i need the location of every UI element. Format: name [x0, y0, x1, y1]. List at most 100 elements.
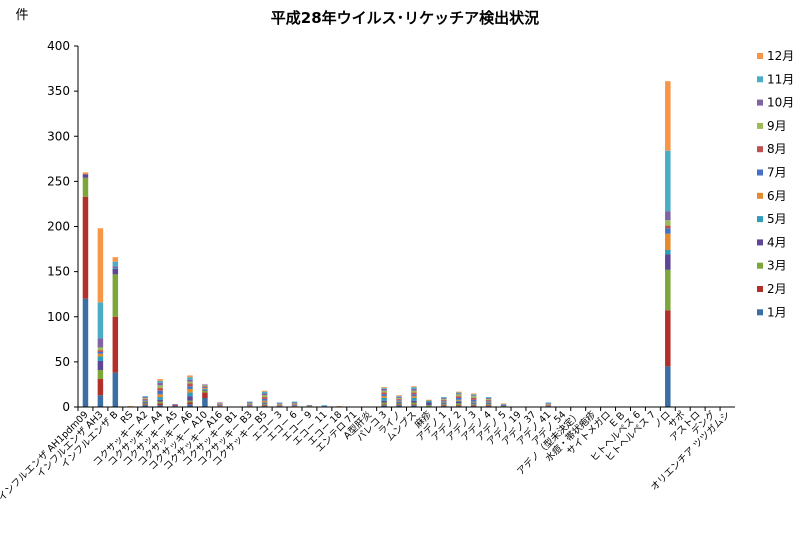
bar-segment	[396, 403, 402, 405]
bar-segment	[306, 405, 313, 407]
bar-segment	[187, 375, 193, 378]
bar-segment	[411, 388, 417, 391]
bar-segment	[665, 254, 671, 270]
bar-segment	[157, 388, 163, 391]
bar-segment	[97, 347, 104, 351]
bar-segment	[441, 402, 447, 404]
bar-segment	[112, 372, 119, 407]
bar-segment	[381, 392, 387, 395]
bar-segment	[411, 405, 417, 407]
y-tick-label: 50	[55, 355, 70, 369]
bar-segment	[246, 401, 253, 403]
bar-segment	[411, 387, 417, 389]
bar-segment	[396, 397, 402, 399]
bar-segment	[157, 382, 163, 386]
bar-segment	[202, 387, 208, 389]
bar-segment	[291, 404, 298, 406]
bar-segment	[485, 401, 492, 403]
bar-segment	[202, 388, 208, 389]
bar-segment	[396, 402, 402, 404]
bar-segment	[261, 402, 268, 404]
bar-segment	[187, 379, 193, 382]
bar-segment	[665, 366, 671, 407]
bar-segment	[485, 397, 492, 398]
bar-segment	[276, 403, 283, 405]
bar-segment	[441, 405, 447, 407]
bar-segment	[665, 228, 671, 234]
legend: 12月 11月 10月 9月 8月 7月 6月 5月 4月 3月 2月 1月	[757, 49, 794, 319]
bar-segment	[470, 399, 477, 402]
bar-segment	[500, 405, 507, 407]
y-tick-label: 100	[47, 310, 70, 324]
legend-swatch	[757, 192, 763, 199]
bar-segment	[157, 401, 163, 404]
bar-segment	[187, 404, 193, 407]
bar-segment	[187, 383, 193, 387]
bar-segment	[456, 405, 462, 407]
bar-segment	[441, 404, 447, 406]
bar-segment	[396, 396, 402, 398]
bar-segment	[456, 392, 462, 394]
bar-segment	[157, 405, 163, 407]
bar-segment	[411, 397, 417, 401]
bar-segment	[202, 397, 208, 407]
bar-segment	[665, 249, 671, 255]
bar-segment	[485, 405, 492, 407]
chart-title: 平成28年ウイルス･リケッチア検出状況	[271, 9, 539, 27]
bar-segment	[470, 393, 477, 395]
bar-segment	[172, 404, 178, 406]
bar-segment	[545, 405, 552, 407]
bar-segment	[112, 266, 119, 269]
bar-segment	[665, 225, 671, 229]
bar-segment	[202, 384, 208, 386]
bar-segment	[441, 403, 447, 405]
bar-segment	[261, 397, 268, 399]
legend-swatch	[757, 239, 763, 246]
bar-segment	[485, 403, 492, 405]
bar-segment	[456, 391, 462, 393]
bar-segment	[97, 356, 104, 361]
bar-segment	[97, 395, 104, 407]
bar-segment	[456, 396, 462, 398]
legend-swatch	[757, 262, 763, 269]
bar-segment	[217, 404, 223, 406]
bar-segment	[142, 405, 148, 407]
bar-segment	[545, 404, 552, 406]
bar-segment	[112, 268, 119, 269]
bar-segment	[411, 396, 417, 398]
bar-segment	[396, 400, 402, 402]
bar-segment	[112, 257, 119, 262]
bar-segment	[202, 386, 208, 388]
bar-segment	[82, 196, 89, 299]
y-unit-label: 件	[15, 8, 28, 23]
bar-segment	[381, 388, 387, 391]
bar-segment	[202, 390, 208, 393]
bar-segment	[112, 261, 119, 267]
bar-segment	[381, 390, 387, 393]
y-tick-label: 400	[47, 39, 70, 53]
bar-segment	[456, 394, 462, 397]
bar-segment	[441, 398, 447, 400]
bar-segment	[202, 385, 208, 387]
legend-label: 4月	[767, 235, 787, 249]
bar-segment	[485, 400, 492, 402]
bars	[82, 81, 671, 407]
y-tick-label: 250	[47, 174, 70, 188]
legend-label: 10月	[767, 96, 794, 110]
bar-segment	[82, 172, 89, 175]
bar-segment	[187, 388, 193, 393]
bar-segment	[381, 388, 387, 389]
bar-segment	[441, 401, 447, 403]
bar-segment	[470, 402, 477, 404]
bar-segment	[665, 269, 671, 311]
bar-segment	[485, 404, 492, 406]
bar-segment	[187, 392, 193, 397]
bar-segment	[291, 401, 298, 403]
bar-segment	[291, 402, 298, 404]
bar-segment	[485, 402, 492, 404]
bar-segment	[485, 398, 492, 400]
bar-segment	[411, 404, 417, 406]
legend-swatch	[757, 146, 763, 153]
bar-segment	[142, 404, 148, 406]
